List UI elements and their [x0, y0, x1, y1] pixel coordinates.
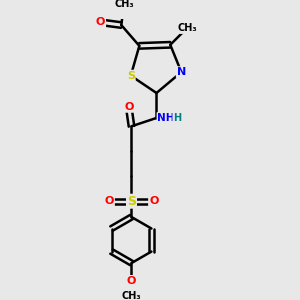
Text: N: N	[177, 67, 186, 77]
Text: O: O	[96, 17, 105, 27]
Text: S: S	[127, 71, 135, 81]
Text: O: O	[105, 196, 114, 206]
Text: CH₃: CH₃	[177, 23, 197, 33]
Text: NH: NH	[158, 113, 175, 123]
Text: S: S	[127, 195, 136, 208]
Text: O: O	[124, 102, 134, 112]
Text: H: H	[173, 113, 181, 123]
Text: O: O	[127, 276, 136, 286]
Text: CH₃: CH₃	[122, 291, 141, 300]
Text: O: O	[149, 196, 158, 206]
Text: CH₃: CH₃	[114, 0, 134, 9]
